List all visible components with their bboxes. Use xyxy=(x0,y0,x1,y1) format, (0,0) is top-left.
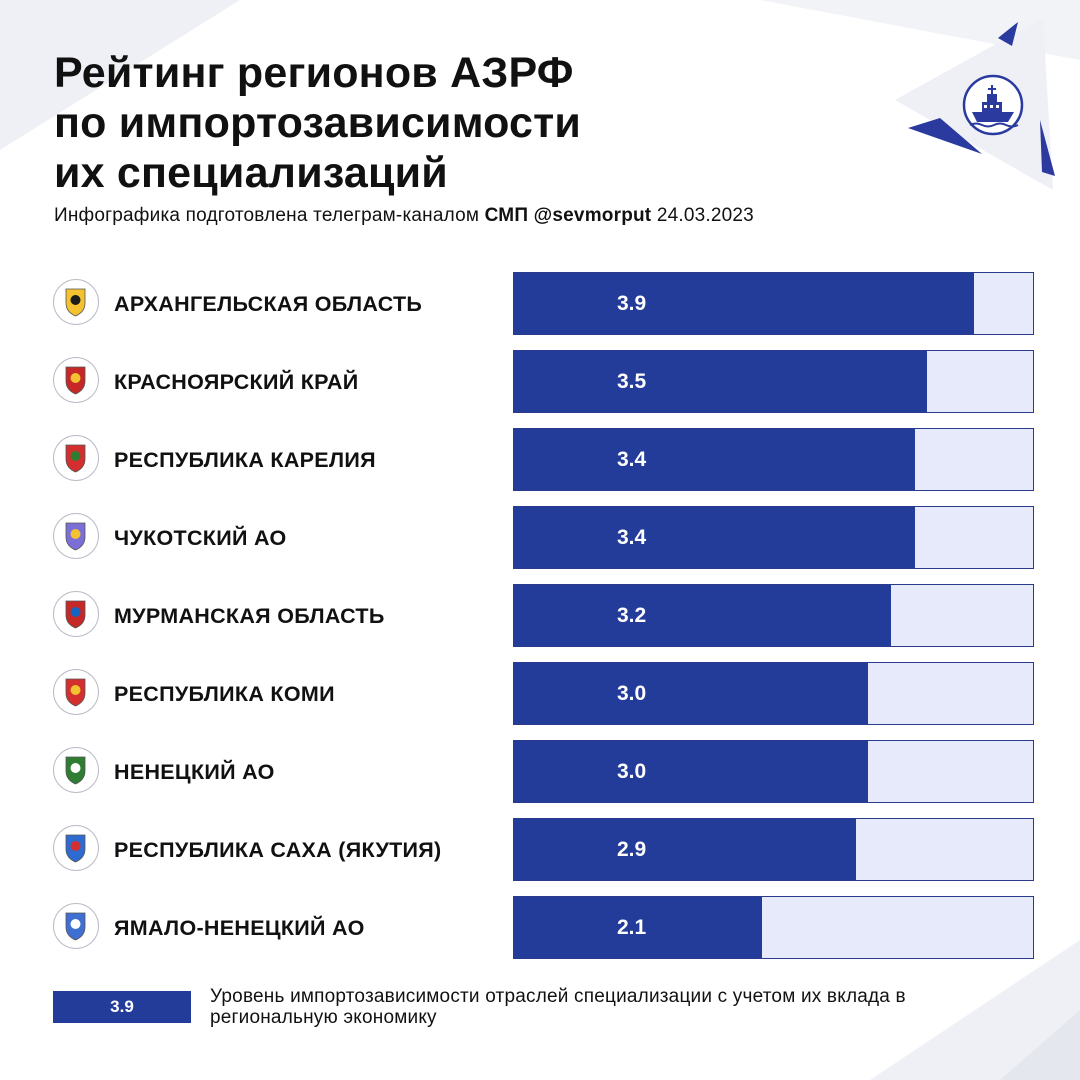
bar-row: ЯМАЛО-НЕНЕЦКИЙ АО 2.1 xyxy=(0,896,1080,959)
category-label: РЕСПУБЛИКА КОМИ xyxy=(114,682,335,706)
icebreaker-ship-icon xyxy=(962,74,1024,136)
bar-track: 3.4 xyxy=(513,506,1034,569)
data-label: 3.2 xyxy=(617,604,647,627)
bar-track: 2.9 xyxy=(513,818,1034,881)
bar-track: 3.0 xyxy=(513,662,1034,725)
title-line: их специализаций xyxy=(54,149,448,197)
legend-swatch: 3.9 xyxy=(53,991,191,1023)
category-label: МУРМАНСКАЯ ОБЛАСТЬ xyxy=(114,604,385,628)
bar-row: ЧУКОТСКИЙ АО 3.4 xyxy=(0,506,1080,569)
bar: 3.5 xyxy=(514,351,927,412)
legend-text: Уровень импортозависимости отраслей спец… xyxy=(210,986,906,1028)
category-label: РЕСПУБЛИКА САХА (ЯКУТИЯ) xyxy=(114,838,442,862)
bar: 3.4 xyxy=(514,429,915,490)
bar-track: 3.0 xyxy=(513,740,1034,803)
category-label: АРХАНГЕЛЬСКАЯ ОБЛАСТЬ xyxy=(114,292,423,316)
bar: 3.9 xyxy=(514,273,974,334)
bar-row: РЕСПУБЛИКА КАРЕЛИЯ 3.4 xyxy=(0,428,1080,491)
data-label: 3.9 xyxy=(617,292,647,315)
yamal-emblem-icon xyxy=(53,903,99,949)
krasnoyarsk-emblem-icon xyxy=(53,357,99,403)
category-label: КРАСНОЯРСКИЙ КРАЙ xyxy=(114,370,359,394)
bar-row: НЕНЕЦКИЙ АО 3.0 xyxy=(0,740,1080,803)
bar-row: РЕСПУБЛИКА САХА (ЯКУТИЯ) 2.9 xyxy=(0,818,1080,881)
bar-track: 2.1 xyxy=(513,896,1034,959)
title-line: Рейтинг регионов АЗРФ xyxy=(54,49,574,97)
chart-title: Рейтинг регионов АЗРФ по импортозависимо… xyxy=(54,48,581,198)
data-label: 3.0 xyxy=(617,682,647,705)
legend-sample-value: 3.9 xyxy=(110,997,134,1016)
bar-track: 3.9 xyxy=(513,272,1034,335)
chukotka-emblem-icon xyxy=(53,513,99,559)
bar-row: РЕСПУБЛИКА КОМИ 3.0 xyxy=(0,662,1080,725)
bar-track: 3.4 xyxy=(513,428,1034,491)
category-label: ЯМАЛО-НЕНЕЦКИЙ АО xyxy=(114,916,365,940)
subtitle: Инфографика подготовлена телеграм-канало… xyxy=(54,204,754,228)
karelia-emblem-icon xyxy=(53,435,99,481)
nenets-emblem-icon xyxy=(53,747,99,793)
subtitle-prefix: Инфографика подготовлена телеграм-канало… xyxy=(54,205,480,226)
bar: 3.4 xyxy=(514,507,915,568)
category-label: ЧУКОТСКИЙ АО xyxy=(114,526,287,550)
bar: 2.9 xyxy=(514,819,856,880)
bar-row: КРАСНОЯРСКИЙ КРАЙ 3.5 xyxy=(0,350,1080,413)
data-label: 2.1 xyxy=(617,916,647,939)
bar-track: 3.5 xyxy=(513,350,1034,413)
bar: 2.1 xyxy=(514,897,762,958)
channel-name: СМП @sevmorput xyxy=(484,205,652,226)
bar-row: МУРМАНСКАЯ ОБЛАСТЬ 3.2 xyxy=(0,584,1080,647)
bar: 3.2 xyxy=(514,585,891,646)
title-line: по импортозависимости xyxy=(54,99,582,147)
data-label: 3.0 xyxy=(617,760,647,783)
data-label: 3.5 xyxy=(617,370,647,393)
subtitle-date: 24.03.2023 xyxy=(656,205,754,226)
bar-track: 3.2 xyxy=(513,584,1034,647)
arkhangelsk-emblem-icon xyxy=(53,279,99,325)
data-label: 3.4 xyxy=(617,526,647,549)
komi-emblem-icon xyxy=(53,669,99,715)
bar: 3.0 xyxy=(514,741,868,802)
category-label: РЕСПУБЛИКА КАРЕЛИЯ xyxy=(114,448,376,472)
murmansk-emblem-icon xyxy=(53,591,99,637)
bar: 3.0 xyxy=(514,663,868,724)
data-label: 2.9 xyxy=(617,838,647,861)
sakha-emblem-icon xyxy=(53,825,99,871)
category-label: НЕНЕЦКИЙ АО xyxy=(114,760,275,784)
bar-row: АРХАНГЕЛЬСКАЯ ОБЛАСТЬ 3.9 xyxy=(0,272,1080,335)
data-label: 3.4 xyxy=(617,448,647,471)
